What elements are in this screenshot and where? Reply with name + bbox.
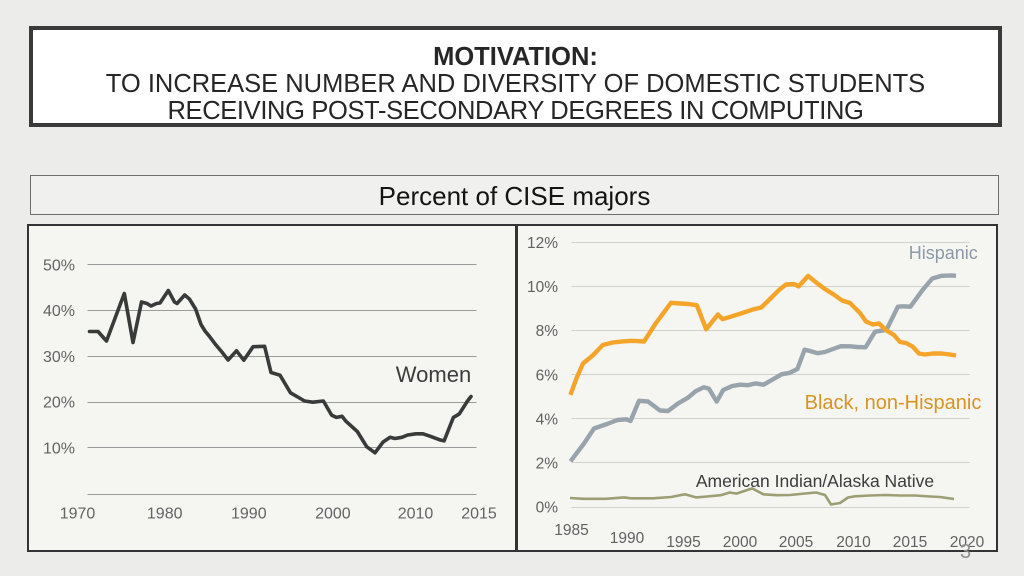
svg-text:20%: 20% bbox=[43, 395, 75, 412]
svg-text:50%: 50% bbox=[43, 258, 75, 275]
svg-text:American Indian/Alaska Native: American Indian/Alaska Native bbox=[696, 471, 934, 491]
svg-text:10%: 10% bbox=[527, 279, 558, 296]
svg-text:30%: 30% bbox=[43, 349, 75, 366]
svg-text:1990: 1990 bbox=[610, 530, 645, 547]
svg-text:2010: 2010 bbox=[836, 534, 871, 551]
svg-text:6%: 6% bbox=[536, 367, 559, 384]
svg-text:2015: 2015 bbox=[893, 534, 927, 551]
svg-text:2000: 2000 bbox=[723, 534, 758, 551]
svg-text:Women: Women bbox=[396, 362, 471, 387]
svg-text:10%: 10% bbox=[43, 440, 75, 457]
svg-text:1990: 1990 bbox=[231, 506, 267, 523]
svg-text:2010: 2010 bbox=[398, 506, 434, 523]
svg-text:1995: 1995 bbox=[666, 534, 700, 551]
svg-text:1970: 1970 bbox=[60, 506, 96, 523]
svg-text:0%: 0% bbox=[536, 500, 559, 517]
svg-text:12%: 12% bbox=[527, 235, 558, 252]
svg-text:2020: 2020 bbox=[950, 534, 985, 551]
svg-text:2%: 2% bbox=[536, 455, 559, 472]
svg-text:1980: 1980 bbox=[147, 506, 183, 523]
svg-text:4%: 4% bbox=[536, 411, 559, 428]
svg-text:2015: 2015 bbox=[461, 506, 497, 523]
svg-text:Hispanic: Hispanic bbox=[909, 243, 978, 263]
svg-text:Black, non-Hispanic: Black, non-Hispanic bbox=[805, 392, 982, 414]
svg-text:40%: 40% bbox=[43, 303, 75, 320]
svg-text:2000: 2000 bbox=[315, 506, 351, 523]
svg-text:8%: 8% bbox=[536, 323, 559, 340]
svg-text:2005: 2005 bbox=[779, 534, 813, 551]
svg-text:1985: 1985 bbox=[554, 522, 588, 539]
